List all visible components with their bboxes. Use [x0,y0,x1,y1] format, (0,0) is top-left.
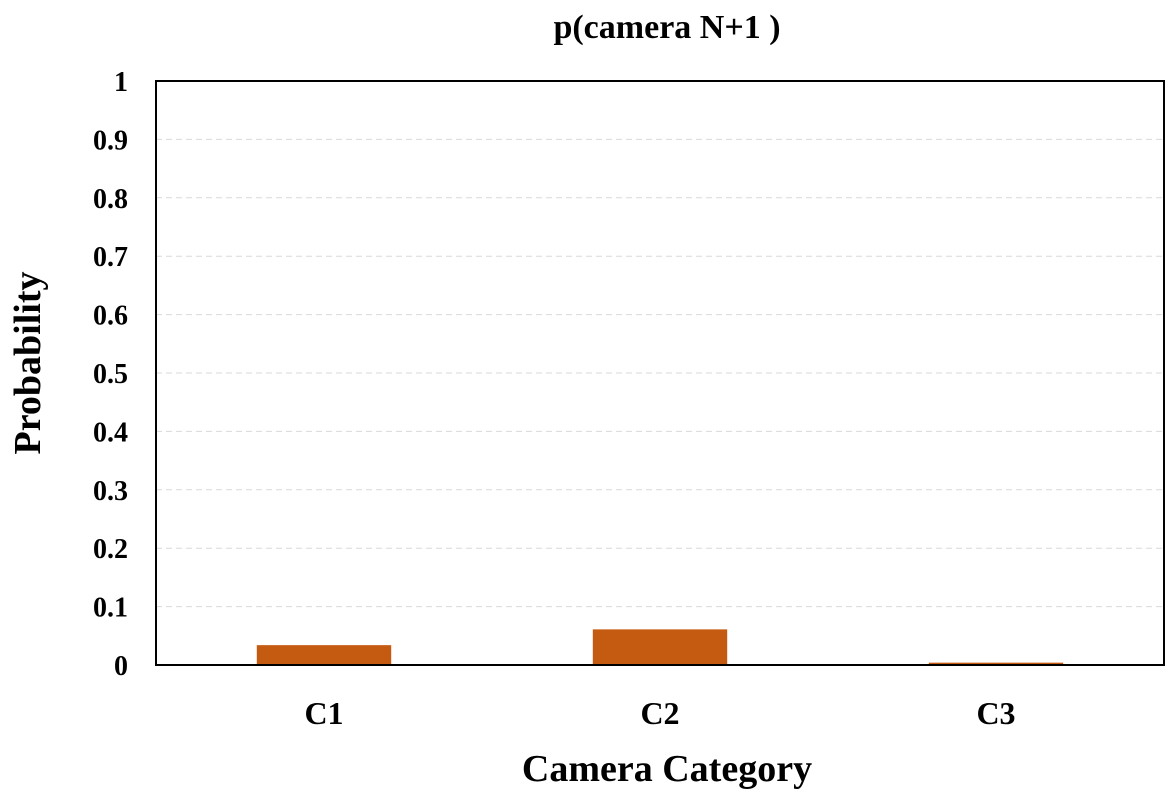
y-tick-label: 0.3 [93,476,128,507]
y-tick-label: 0.4 [93,417,128,448]
y-axis-ticks: 0 0.1 0.2 0.3 0.4 0.5 0.6 0.7 0.8 0.9 1 [93,67,128,682]
y-tick-label: 0.6 [93,301,128,332]
bar-c2 [592,629,728,665]
y-tick-label: 0.7 [93,242,128,273]
y-tick-label: 0.8 [93,184,128,215]
bar-c3 [928,662,1064,665]
chart-title: p(camera N+1 ) [553,9,780,46]
y-tick-label: 0.2 [93,534,128,565]
x-tick-label: C2 [640,695,679,731]
bars [256,629,1064,665]
x-axis-ticks: C1 C2 C3 [304,695,1015,731]
y-tick-label: 0 [114,651,128,682]
y-tick-label: 1 [114,67,128,98]
y-axis-label: Probability [7,272,49,455]
x-tick-label: C3 [976,695,1015,731]
x-axis-label: Camera Category [522,748,812,790]
y-tick-label: 0.9 [93,125,128,156]
bar-c1 [256,645,392,665]
gridlines [156,138,1164,608]
x-tick-label: C1 [304,695,343,731]
plot-area [155,80,1165,666]
y-tick-label: 0.5 [93,359,128,390]
y-tick-label: 0.1 [93,593,128,624]
